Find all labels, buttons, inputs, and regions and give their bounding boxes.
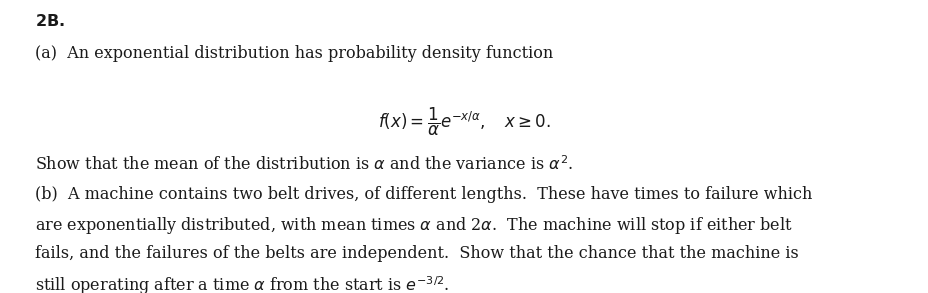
Text: (a)  An exponential distribution has probability density function: (a) An exponential distribution has prob… (35, 45, 553, 62)
Text: still operating after a time $\alpha$ from the start is $e^{-3/2}$.: still operating after a time $\alpha$ fr… (35, 274, 449, 293)
Text: are exponentially distributed, with mean times $\alpha$ and 2$\alpha$.  The mach: are exponentially distributed, with mean… (35, 215, 793, 236)
Text: Show that the mean of the distribution is $\alpha$ and the variance is $\alpha^2: Show that the mean of the distribution i… (35, 155, 573, 174)
Text: fails, and the failures of the belts are independent.  Show that the chance that: fails, and the failures of the belts are… (35, 245, 798, 262)
Text: $\mathbf{2B.}$: $\mathbf{2B.}$ (35, 13, 65, 30)
Text: $f(x) = \dfrac{1}{\alpha}e^{-x/\alpha}, \quad x \geq 0.$: $f(x) = \dfrac{1}{\alpha}e^{-x/\alpha}, … (378, 105, 550, 138)
Text: (b)  A machine contains two belt drives, of different lengths.  These have times: (b) A machine contains two belt drives, … (35, 186, 812, 203)
